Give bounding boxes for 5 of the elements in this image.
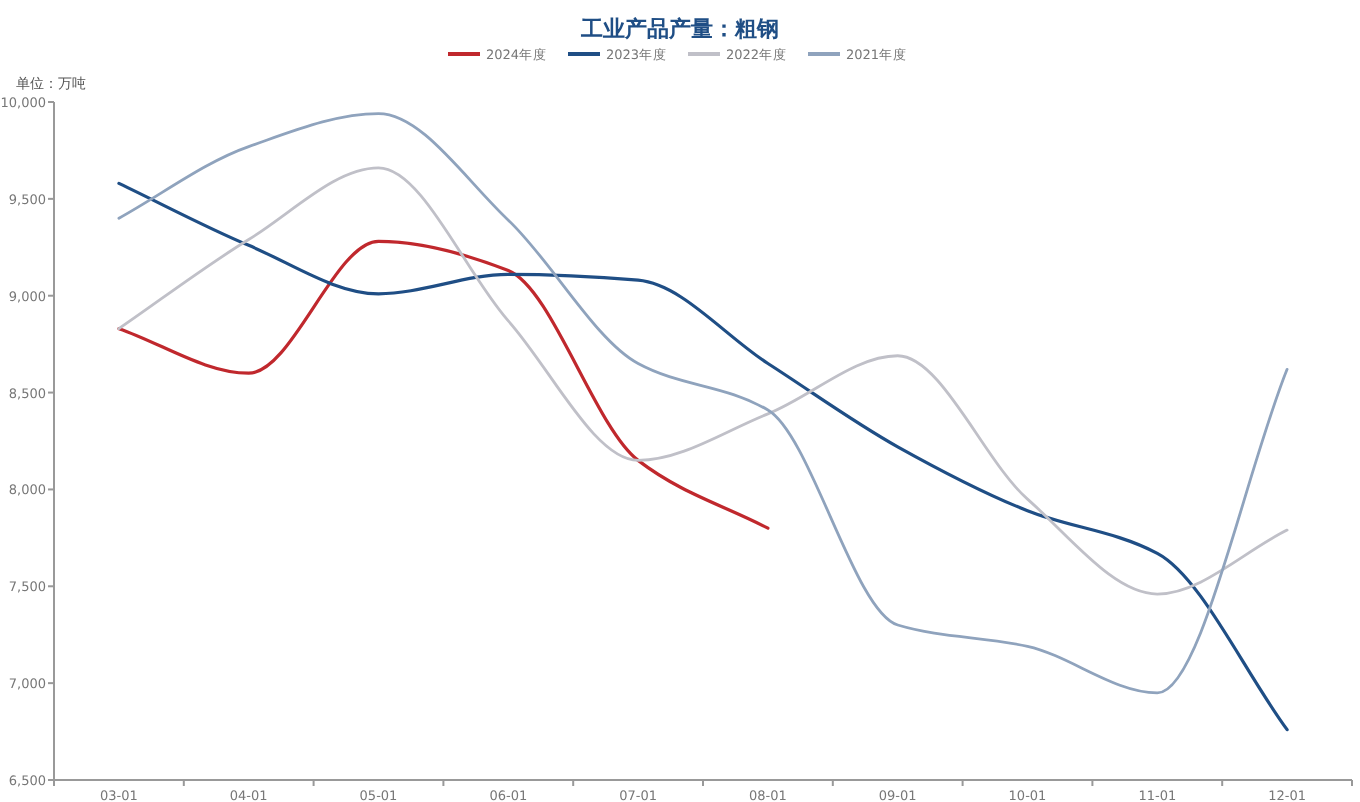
- line-series: [117, 181, 1289, 732]
- line-series: [117, 112, 1289, 695]
- chart-title: 工业产品产量：粗钢: [579, 16, 779, 42]
- line-series: [117, 239, 770, 530]
- line-series: [117, 166, 1289, 596]
